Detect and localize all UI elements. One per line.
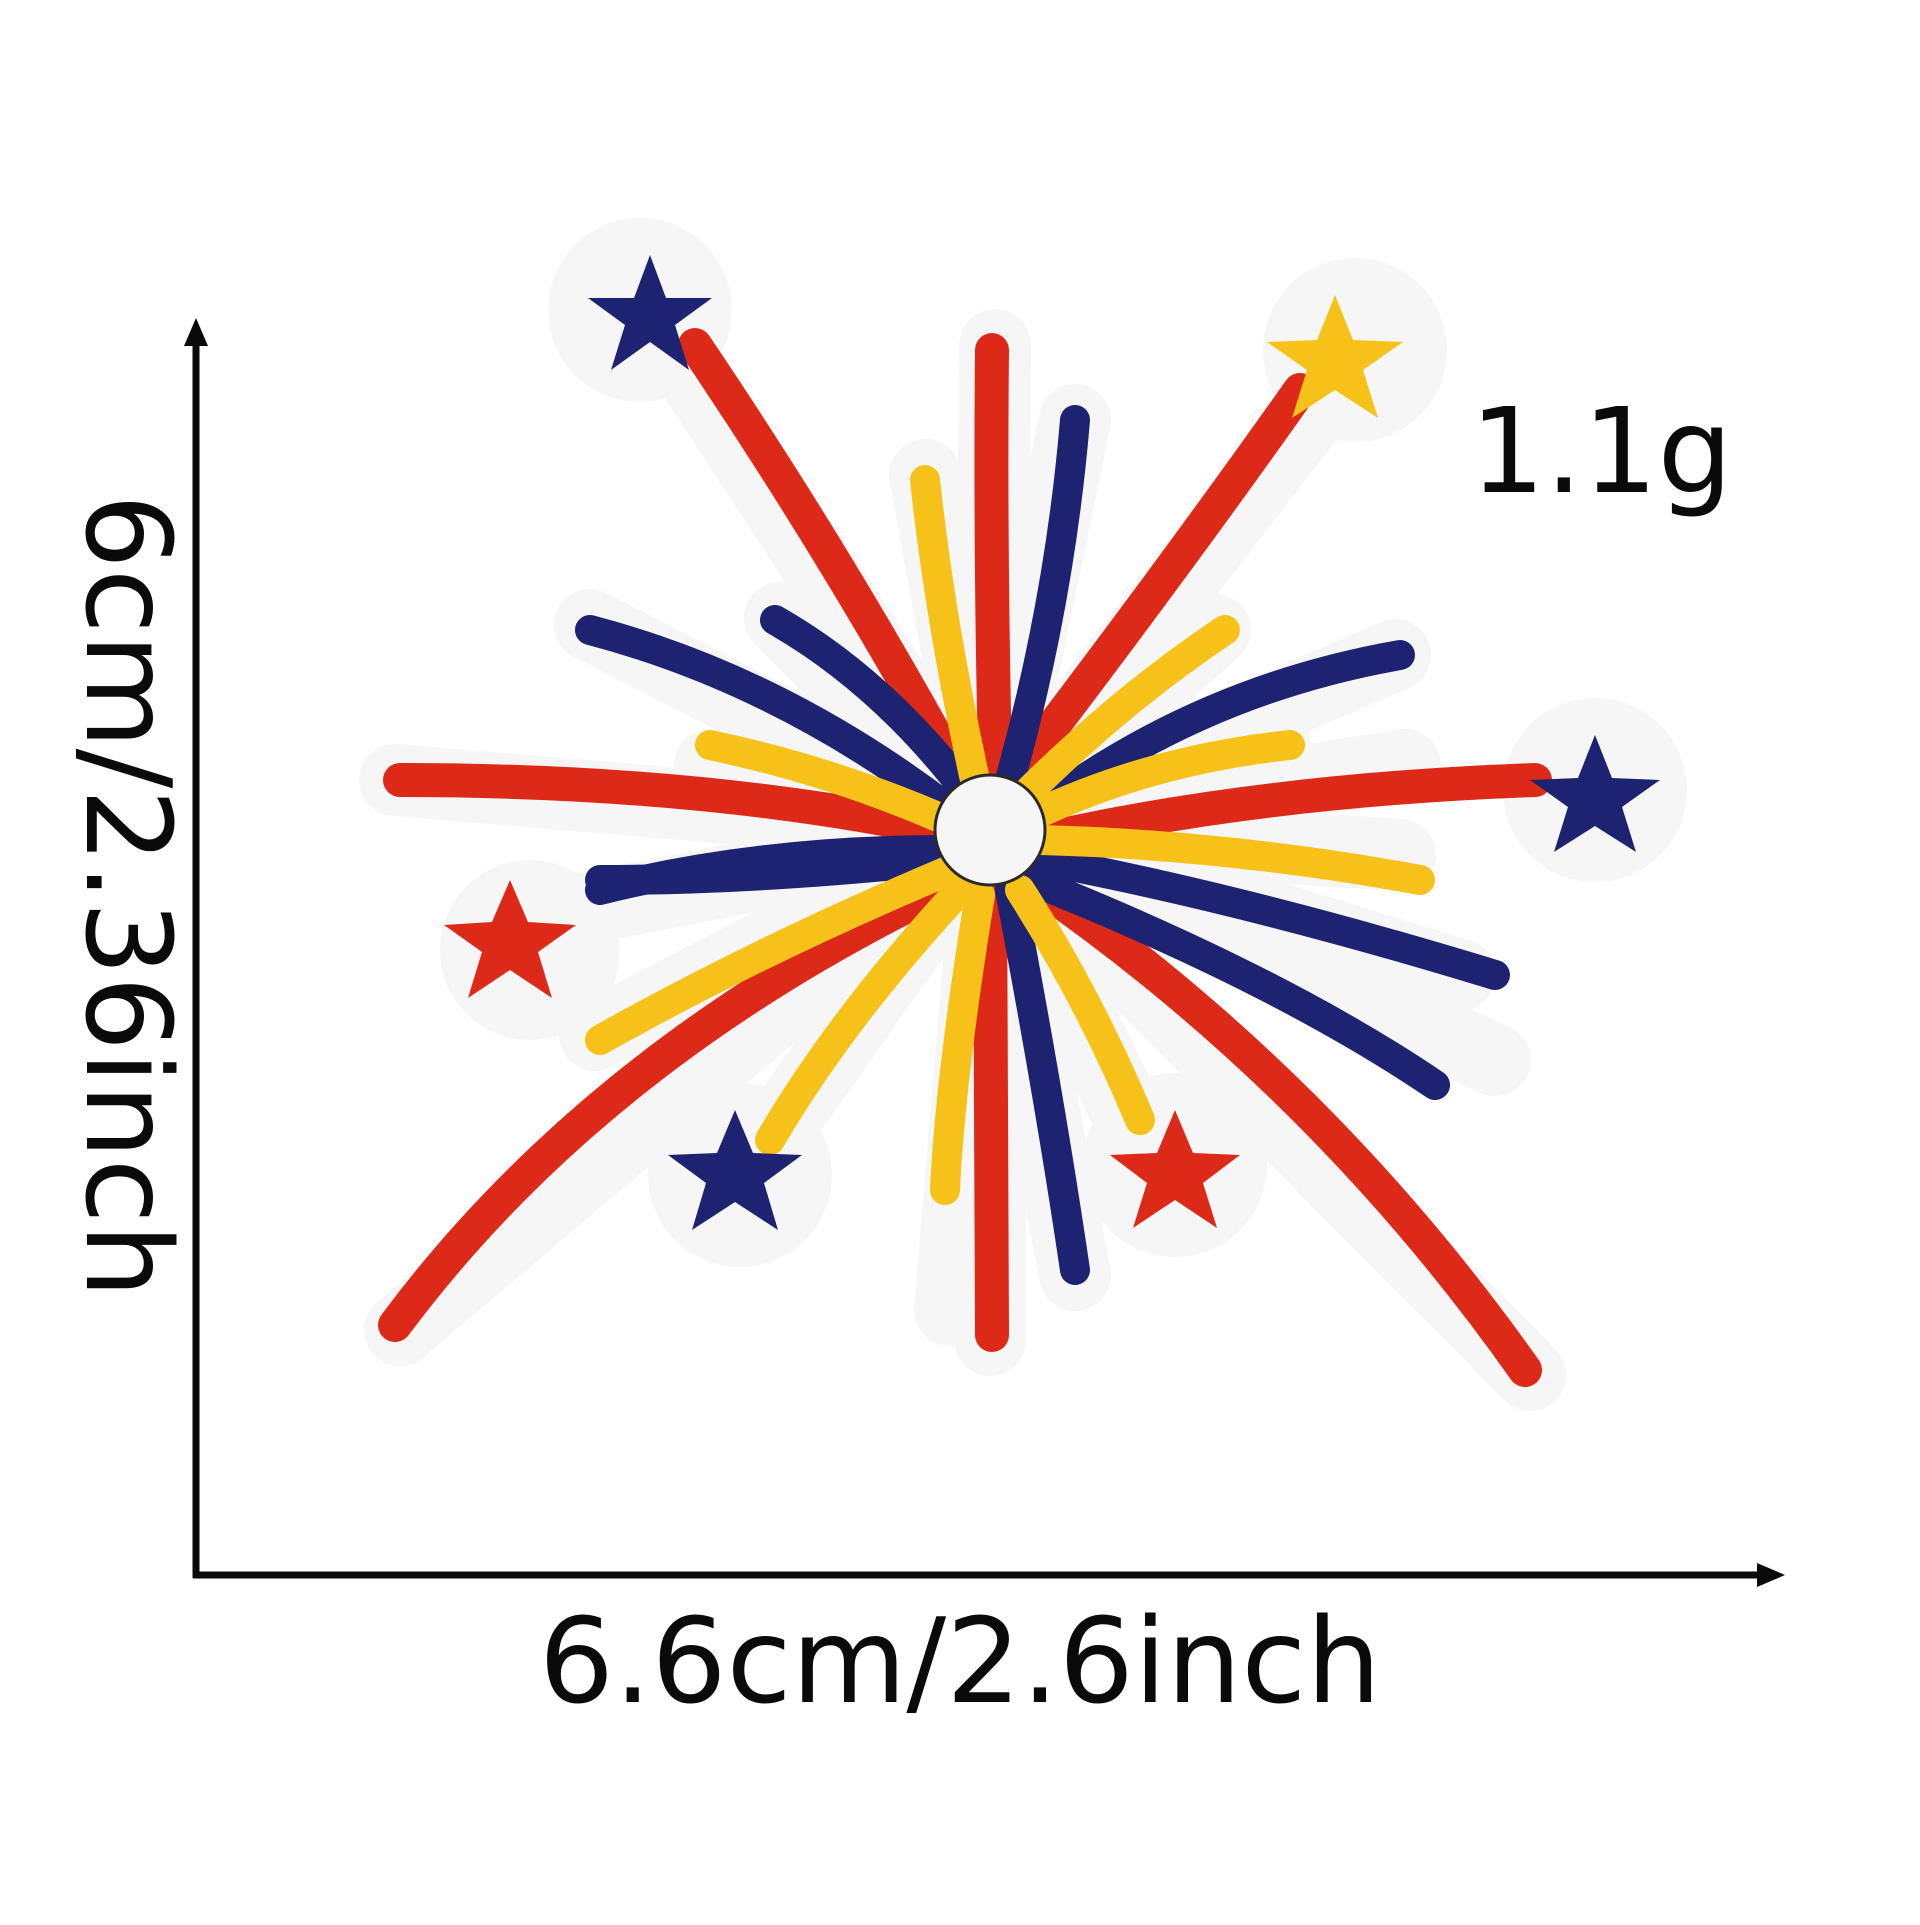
- navy-streaks: [575, 405, 1510, 1285]
- navy-star-icon: [1530, 735, 1660, 852]
- patch-center: [933, 773, 1047, 887]
- navy-star-icon: [588, 255, 712, 370]
- star-shapes: [444, 255, 1660, 1230]
- dimension-arrows: [192, 340, 1765, 1579]
- red-star-icon: [1110, 1110, 1240, 1228]
- navy-star-icon: [668, 1110, 802, 1230]
- height-dimension-label: 6cm/2.36inch: [59, 493, 197, 1299]
- yellow-streaks: [585, 465, 1435, 1205]
- weight-label: 1.1g: [1470, 382, 1733, 520]
- yellow-star-icon: [1267, 295, 1403, 418]
- width-dimension-label: 6.6cm/2.6inch: [538, 1592, 1382, 1730]
- horizontal-arrowhead-icon: [1757, 1563, 1785, 1587]
- vertical-arrowhead-icon: [184, 318, 208, 346]
- red-star-icon: [444, 880, 576, 998]
- red-streaks: [378, 328, 1552, 1387]
